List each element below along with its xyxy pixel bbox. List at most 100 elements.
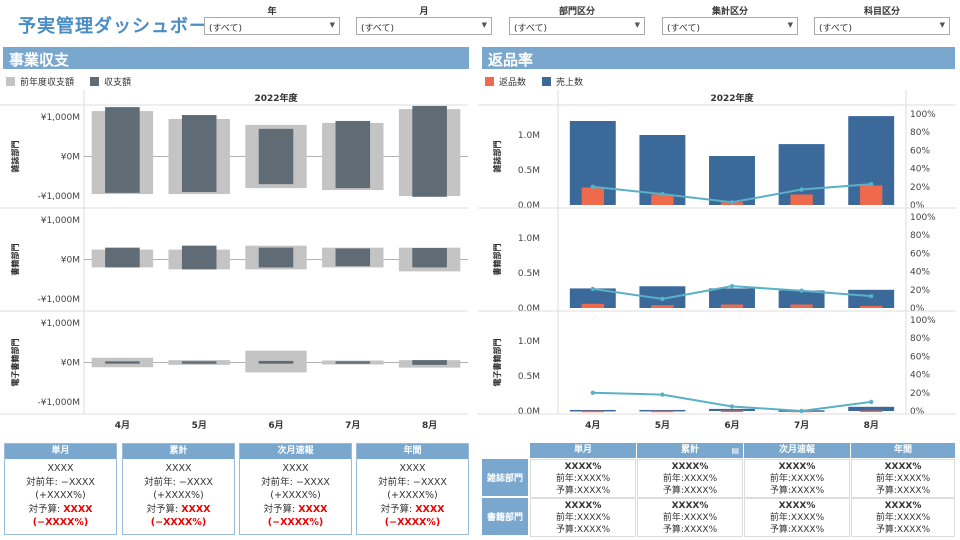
y2-tick-label: 100% xyxy=(910,213,936,223)
kpi-yoy-pct: (+XXXX%) xyxy=(35,490,86,501)
kpi-header: 累計 xyxy=(123,444,234,459)
filter-select[interactable]: (すべて) ▼ xyxy=(204,17,340,35)
legend-swatch xyxy=(542,77,552,86)
bar-sales xyxy=(709,408,755,411)
table-cell: XXXX% 前年:XXXX% 予算:XXXX% xyxy=(637,459,743,498)
legend-item[interactable]: 返品数 xyxy=(485,75,526,88)
kpi-yoy-pct: (+XXXX%) xyxy=(387,490,438,501)
cell-plan: 予算:XXXX% xyxy=(769,486,825,496)
bar-current xyxy=(258,360,294,364)
chevron-down-icon[interactable]: ▼ xyxy=(787,21,793,29)
filter-label: 集計区分 xyxy=(711,7,748,17)
kpi-plan-label: 対予算: xyxy=(380,503,416,515)
chevron-down-icon[interactable]: ▼ xyxy=(634,21,640,29)
kpi-header: 次月速報 xyxy=(240,444,351,459)
cell-main: XXXX% xyxy=(778,501,816,511)
filter-label: 年 xyxy=(267,7,277,17)
bar-current xyxy=(335,248,371,267)
filter-department[interactable]: 部門区分 (すべて) ▼ xyxy=(509,4,645,35)
kpi-plan-label: 対予算: xyxy=(146,503,182,515)
bar-returns xyxy=(651,305,674,308)
bar-returns xyxy=(860,185,883,205)
chevron-down-icon[interactable]: ▼ xyxy=(329,21,335,29)
y-tick-label: -¥1,000M xyxy=(37,398,80,408)
bar-current xyxy=(258,247,294,268)
filter-account[interactable]: 科目区分 (すべて) ▼ xyxy=(814,4,950,35)
filter-select[interactable]: (すべて) ▼ xyxy=(509,17,645,35)
kpi-yoy-label: 対前年: xyxy=(26,476,61,488)
cell-main: XXXX% xyxy=(671,462,709,472)
cell-yoy: 前年:XXXX% xyxy=(555,513,611,523)
filter-label: 部門区分 xyxy=(558,7,595,17)
y2-tick-label: 80% xyxy=(910,128,930,138)
legend-item[interactable]: 売上数 xyxy=(542,75,583,88)
y-tick-label: 1.0M xyxy=(518,337,540,347)
table-header-annual: 年間 xyxy=(851,443,955,458)
legend-label: 返品数 xyxy=(499,78,527,88)
legend-swatch xyxy=(485,77,494,86)
y-tick-label: 0.5M xyxy=(518,269,540,279)
cell-main: XXXX% xyxy=(778,462,816,472)
filter-select[interactable]: (すべて) ▼ xyxy=(356,17,492,35)
chevron-down-icon[interactable]: ▼ xyxy=(939,21,945,29)
dashboard-title: 予実管理ダッシュボード xyxy=(18,16,227,37)
bar-returns xyxy=(860,410,883,413)
bar-current xyxy=(335,120,371,189)
filter-year[interactable]: 年 (すべて) ▼ xyxy=(204,4,340,35)
filter-month[interactable]: 月 (すべて) ▼ xyxy=(356,4,492,35)
bar-returns xyxy=(790,194,813,205)
kpi-yoy: −XXXX xyxy=(60,476,95,488)
filter-label: 月 xyxy=(419,7,429,17)
bar-sales xyxy=(778,290,825,308)
filter-select[interactable]: (すべて) ▼ xyxy=(814,17,950,35)
row-label: 雑誌部門 xyxy=(492,141,502,174)
bar-current xyxy=(335,361,371,364)
cell-plan: 予算:XXXX% xyxy=(555,486,611,496)
x-tick-label: 4月 xyxy=(585,420,600,431)
kpi-header: 単月 xyxy=(5,444,116,459)
y2-tick-label: 60% xyxy=(910,249,930,259)
filter-aggregation[interactable]: 集計区分 (すべて) ▼ xyxy=(662,4,798,35)
filter-select[interactable]: (すべて) ▼ xyxy=(662,17,798,35)
kpi-yoy: −XXXX xyxy=(178,476,213,488)
bar-returns xyxy=(581,303,604,308)
legend-item[interactable]: 前年度収支額 xyxy=(6,75,74,88)
filter-icon[interactable]: ▤ xyxy=(731,446,739,455)
kpi-plan: XXXX xyxy=(181,503,211,515)
table-header-next-month: 次月速報 xyxy=(744,443,850,458)
business-balance-chart[interactable]: 2022年度 ¥1,000M ¥0M -¥1,000M 雑誌部門 ¥1,000M ¥0M -¥… xyxy=(0,90,472,435)
kpi-yoy: −XXXX xyxy=(412,476,447,488)
bar-current xyxy=(412,360,447,365)
legend-business: 前年度収支額 収支額 xyxy=(6,75,131,88)
y2-tick-label: 0% xyxy=(910,304,925,314)
return-rate-point xyxy=(590,184,595,189)
y-tick-label: ¥1,000M xyxy=(41,113,80,123)
table-cell: XXXX% 前年:XXXX% 予算:XXXX% xyxy=(530,498,636,537)
bar-sales xyxy=(569,288,616,308)
return-rate-point xyxy=(869,399,874,405)
x-tick-label: 5月 xyxy=(655,420,670,431)
kpi-yoy-label: 対前年: xyxy=(261,476,296,488)
kpi-plan-pct: (−XXXX%) xyxy=(150,517,207,528)
y-tick-label: 1.0M xyxy=(518,234,540,244)
y2-tick-label: 0% xyxy=(910,407,925,417)
return-rate-point xyxy=(660,296,665,302)
legend-item[interactable]: 収支額 xyxy=(90,75,131,88)
return-rate-point xyxy=(660,191,665,197)
bar-current xyxy=(412,105,447,197)
kpi-yoy-label: 対前年: xyxy=(144,476,179,488)
y-tick-label: 0.5M xyxy=(518,166,540,176)
y2-tick-label: 40% xyxy=(910,165,930,175)
filter-value: (すべて) xyxy=(361,24,395,34)
bar-sales xyxy=(848,289,895,308)
bar-returns xyxy=(720,410,744,413)
x-tick-label: 5月 xyxy=(192,420,207,431)
filter-value: (すべて) xyxy=(209,24,243,34)
cell-yoy: 前年:XXXX% xyxy=(875,513,931,523)
chevron-down-icon[interactable]: ▼ xyxy=(481,21,487,29)
y-tick-label: 1.0M xyxy=(518,131,540,141)
return-rate-chart[interactable]: 2022年度 1.0M 0.5M 0.0M 100% 80% 60% 40% 20% 0% 雑誌部門… xyxy=(478,90,960,435)
chart-title: 2022年度 xyxy=(710,92,754,104)
bar-returns xyxy=(790,304,813,308)
bar-current xyxy=(412,248,447,268)
